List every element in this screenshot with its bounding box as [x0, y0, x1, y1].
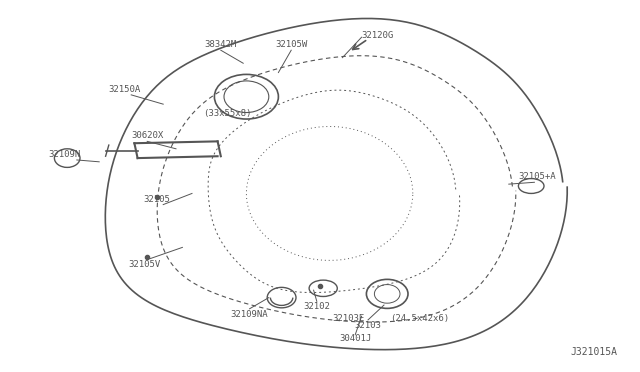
Text: J321015A: J321015A [571, 347, 618, 356]
Text: 32109N: 32109N [48, 150, 80, 159]
Text: 32105: 32105 [143, 195, 170, 203]
Text: 32105W: 32105W [275, 40, 307, 49]
Text: 30620X: 30620X [131, 131, 163, 140]
Text: 32120G: 32120G [362, 31, 394, 40]
Text: (33x55x8): (33x55x8) [203, 109, 252, 118]
Text: 32103E: 32103E [333, 314, 365, 323]
Text: 38342M: 38342M [205, 40, 237, 49]
Text: 32102: 32102 [303, 302, 330, 311]
Text: 30401J: 30401J [339, 334, 371, 343]
Text: 32105+A: 32105+A [519, 172, 556, 181]
Text: 32109NA: 32109NA [231, 310, 268, 319]
Text: (24.5x42x6): (24.5x42x6) [390, 314, 449, 323]
Text: 32103: 32103 [355, 321, 381, 330]
Text: 32150A: 32150A [109, 85, 141, 94]
Text: 32105V: 32105V [128, 260, 160, 269]
